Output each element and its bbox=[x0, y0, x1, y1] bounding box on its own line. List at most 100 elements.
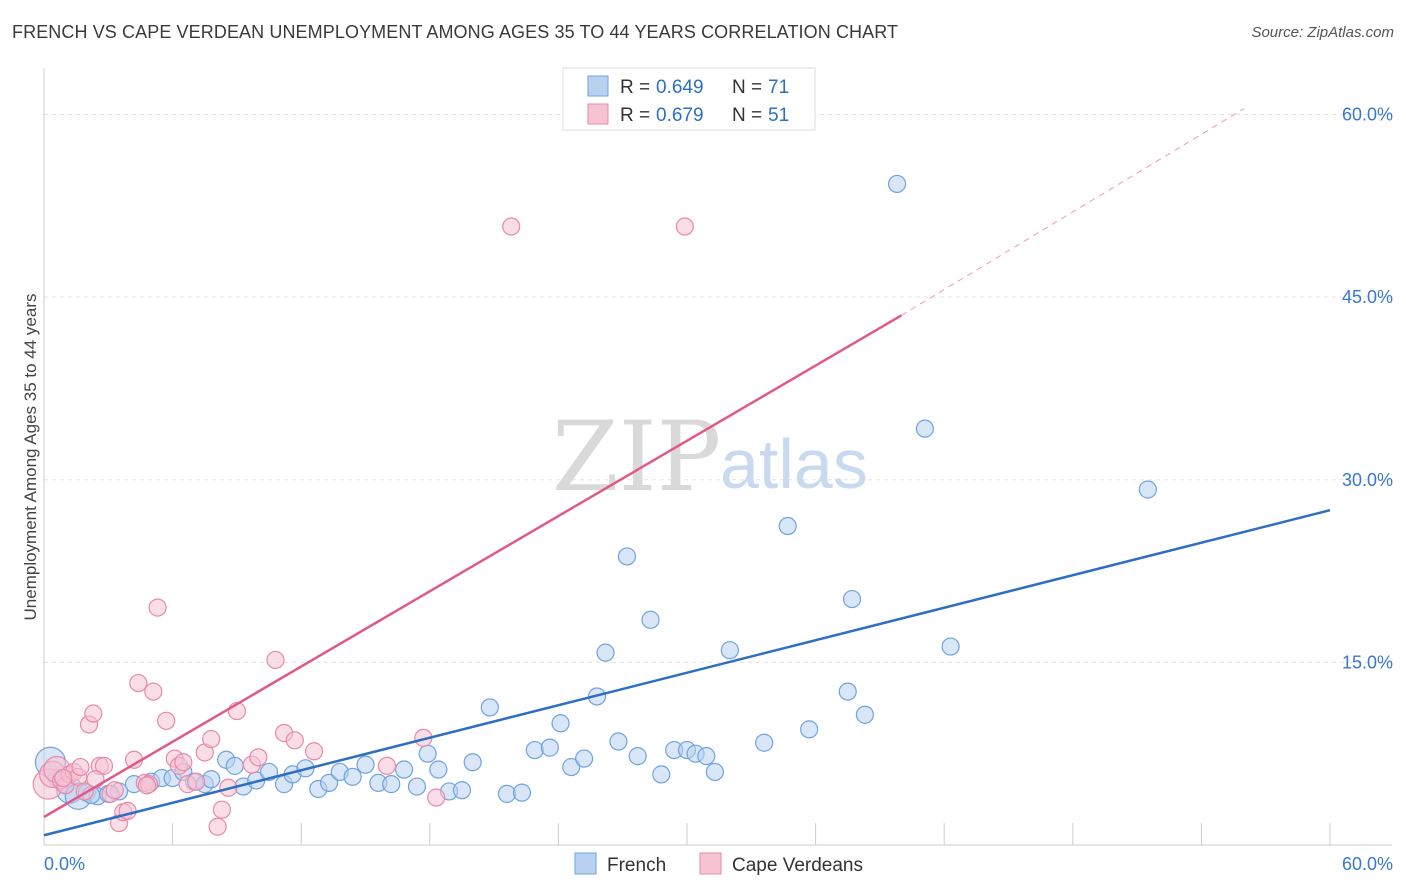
point-cape-verdean bbox=[266, 650, 285, 670]
legend-r-label: R = bbox=[620, 77, 650, 98]
point-cape-verdean bbox=[137, 776, 156, 795]
point-cape-verdean bbox=[304, 742, 324, 761]
point-french bbox=[915, 419, 935, 438]
legend-r-label: R = bbox=[620, 105, 650, 126]
point-french bbox=[429, 760, 448, 779]
watermark-atlas: atlas bbox=[720, 425, 868, 503]
point-cape-verdean bbox=[377, 756, 397, 775]
point-french bbox=[1138, 480, 1157, 499]
legend-swatch bbox=[587, 75, 609, 97]
point-cape-verdean bbox=[144, 682, 163, 701]
legend-swatch bbox=[587, 103, 609, 125]
point-cape-verdean bbox=[86, 770, 105, 789]
legend: R = 0.649 N = 71 R = 0.679 N = 51 bbox=[562, 67, 816, 131]
point-french bbox=[394, 760, 414, 779]
bottom-legend-label: Cape Verdeans bbox=[732, 855, 863, 876]
grid-lines bbox=[44, 114, 1392, 663]
point-french bbox=[842, 589, 862, 609]
point-french bbox=[697, 747, 716, 766]
point-french bbox=[551, 714, 570, 733]
point-french bbox=[512, 783, 532, 802]
point-french bbox=[356, 755, 375, 774]
x-tick-label-max: 60.0% bbox=[1342, 854, 1393, 874]
point-cape-verdean bbox=[187, 772, 206, 791]
point-french bbox=[418, 744, 437, 763]
point-cape-verdean bbox=[427, 788, 446, 807]
point-cape-verdean bbox=[84, 704, 103, 723]
x-tick-label-min: 0.0% bbox=[44, 854, 85, 874]
point-french bbox=[800, 720, 819, 739]
chart-title: FRENCH VS CAPE VERDEAN UNEMPLOYMENT AMON… bbox=[12, 22, 899, 42]
bottom-legend-swatch bbox=[574, 852, 597, 875]
bottom-legend-swatch bbox=[699, 852, 722, 875]
point-french bbox=[705, 762, 724, 782]
data-points bbox=[32, 174, 1157, 836]
point-cape-verdean bbox=[54, 768, 73, 788]
point-french bbox=[609, 732, 628, 751]
y-axis-label: Unemployment Among Ages 35 to 44 years bbox=[21, 294, 40, 621]
point-french bbox=[343, 767, 362, 786]
point-french bbox=[652, 765, 671, 784]
bottom-legend: French Cape Verdeans bbox=[574, 852, 863, 876]
point-french bbox=[755, 733, 774, 752]
point-cape-verdean bbox=[675, 217, 694, 236]
point-french bbox=[407, 777, 427, 796]
legend-n-label: N = bbox=[732, 77, 762, 98]
trend-lines bbox=[43, 108, 1331, 837]
point-french bbox=[941, 637, 960, 656]
legend-n-value: 71 bbox=[768, 77, 789, 98]
bottom-legend-label: French bbox=[607, 855, 666, 876]
y-tick-label: 30.0% bbox=[1342, 470, 1393, 490]
legend-r-value: 0.679 bbox=[656, 105, 704, 126]
point-french bbox=[855, 705, 874, 724]
point-french bbox=[497, 784, 517, 803]
y-tick-label: 15.0% bbox=[1342, 652, 1393, 672]
point-french bbox=[480, 698, 499, 717]
point-french bbox=[628, 747, 647, 766]
point-french bbox=[641, 610, 660, 629]
trend-extension-cape-verdean bbox=[901, 108, 1245, 316]
point-french bbox=[778, 516, 797, 536]
point-cape-verdean bbox=[71, 757, 90, 777]
watermark: ZIP atlas bbox=[552, 401, 868, 513]
point-french bbox=[540, 738, 559, 757]
point-cape-verdean bbox=[502, 217, 521, 236]
point-french bbox=[887, 174, 907, 194]
point-french bbox=[319, 773, 339, 793]
point-cape-verdean bbox=[212, 800, 231, 819]
point-french bbox=[225, 756, 244, 775]
point-cape-verdean bbox=[249, 748, 268, 767]
point-french bbox=[202, 770, 221, 789]
point-french bbox=[838, 682, 857, 701]
point-french bbox=[617, 547, 637, 566]
point-cape-verdean bbox=[148, 598, 167, 617]
y-tick-label: 60.0% bbox=[1342, 105, 1393, 125]
point-cape-verdean bbox=[129, 673, 148, 693]
point-french bbox=[720, 641, 739, 660]
point-french bbox=[452, 781, 472, 800]
point-cape-verdean bbox=[208, 817, 227, 836]
point-french bbox=[382, 775, 401, 794]
legend-n-label: N = bbox=[732, 105, 762, 126]
point-cape-verdean bbox=[94, 756, 114, 775]
x-tick-labels: 0.0% 60.0% bbox=[44, 854, 1393, 874]
point-french bbox=[525, 740, 544, 760]
watermark-zip: ZIP bbox=[552, 401, 721, 513]
trend-line-cape-verdean bbox=[43, 314, 902, 819]
source-label: Source: ZipAtlas.com bbox=[1251, 24, 1394, 41]
point-cape-verdean bbox=[157, 711, 176, 730]
axes bbox=[43, 68, 1392, 846]
point-cape-verdean bbox=[105, 781, 124, 800]
y-tick-labels: 15.0% 30.0% 45.0% 60.0% bbox=[1342, 105, 1393, 673]
point-french bbox=[463, 753, 482, 772]
y-tick-label: 45.0% bbox=[1342, 287, 1393, 307]
point-cape-verdean bbox=[285, 731, 304, 750]
point-french bbox=[575, 749, 594, 768]
point-cape-verdean bbox=[174, 753, 193, 772]
legend-r-value: 0.649 bbox=[656, 77, 704, 98]
point-french bbox=[562, 757, 581, 777]
trend-line-french bbox=[43, 508, 1331, 837]
legend-n-value: 51 bbox=[768, 105, 789, 126]
point-french bbox=[596, 643, 615, 662]
